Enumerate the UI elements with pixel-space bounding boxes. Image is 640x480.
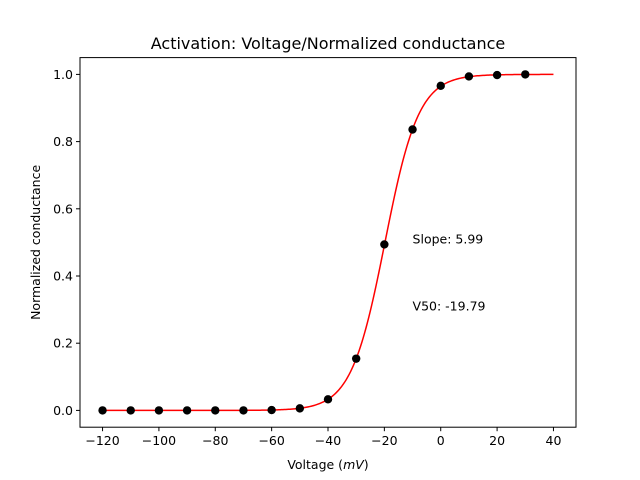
data-point bbox=[154, 406, 164, 415]
x-tick-label: 20 bbox=[489, 433, 505, 448]
data-point bbox=[239, 406, 248, 415]
x-tick-label: −40 bbox=[315, 433, 341, 448]
data-point bbox=[492, 70, 502, 80]
plot-area bbox=[98, 70, 554, 415]
x-axis: −120 −100 −80 −60 −40 −20 0 20 40 bbox=[85, 427, 561, 448]
annotations: Slope: 5.99 V50: -19.79 bbox=[413, 232, 486, 314]
y-tick-label: 0.2 bbox=[53, 336, 73, 351]
data-point bbox=[521, 70, 530, 79]
x-tick-label: −60 bbox=[258, 433, 284, 448]
data-point bbox=[351, 354, 361, 363]
y-axis: 0.0 0.2 0.4 0.6 0.8 1.0 bbox=[53, 67, 80, 418]
data-point bbox=[295, 404, 305, 413]
data-point bbox=[323, 395, 333, 404]
x-axis-label-suffix: ) bbox=[364, 457, 369, 472]
x-tick-label: 40 bbox=[546, 433, 562, 448]
y-tick-label: 1.0 bbox=[53, 67, 73, 82]
data-point bbox=[436, 81, 445, 91]
data-point bbox=[98, 406, 107, 415]
data-point bbox=[126, 406, 135, 415]
data-point bbox=[408, 125, 417, 134]
annotation-text: Slope: 5.99 bbox=[413, 232, 484, 247]
data-point bbox=[211, 406, 220, 415]
y-tick-label: 0.8 bbox=[53, 134, 73, 149]
x-tick-label: −80 bbox=[202, 433, 228, 448]
x-tick-label: −100 bbox=[142, 433, 176, 448]
x-tick-label: −120 bbox=[85, 433, 119, 448]
y-axis-label: Normalized conductance bbox=[28, 165, 43, 320]
x-tick-label: 0 bbox=[437, 433, 445, 448]
x-axis-label-unit: mV bbox=[343, 457, 365, 472]
y-tick-label: 0.0 bbox=[53, 403, 73, 418]
data-point bbox=[464, 72, 474, 81]
chart-title: Activation: Voltage/Normalized conductan… bbox=[151, 34, 505, 53]
x-axis-label: Voltage (mV) bbox=[287, 457, 368, 472]
data-point bbox=[182, 406, 192, 415]
annotation-text: V50: -19.79 bbox=[413, 299, 486, 314]
data-point bbox=[267, 405, 276, 415]
data-point bbox=[380, 240, 389, 249]
y-tick-label: 0.6 bbox=[53, 201, 73, 216]
y-tick-label: 0.4 bbox=[53, 269, 73, 284]
x-tick-label: −20 bbox=[371, 433, 397, 448]
x-axis-label-prefix: Voltage ( bbox=[287, 457, 343, 472]
